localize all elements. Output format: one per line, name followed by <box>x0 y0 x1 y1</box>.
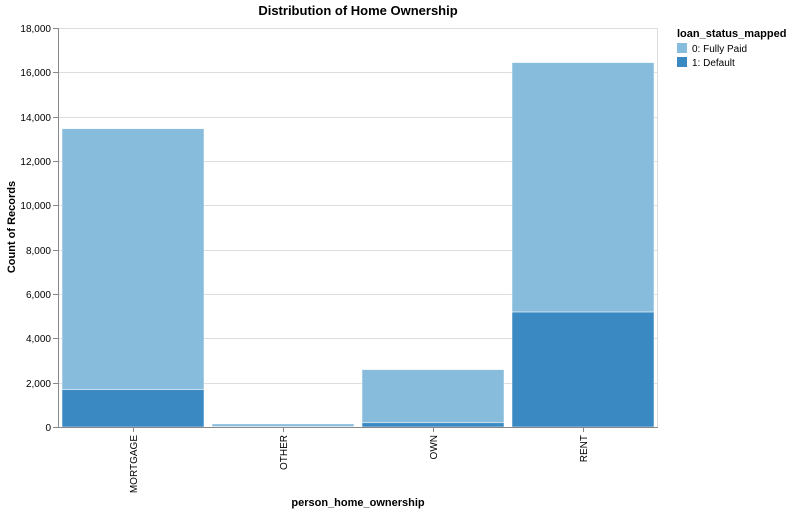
legend-label-fully-paid: 0: Fully Paid <box>692 44 747 55</box>
bar-rent-0-fully-paid <box>511 62 655 313</box>
bars <box>61 62 655 428</box>
bar-mortgage-1-default <box>61 389 205 428</box>
legend-swatch-default <box>677 57 687 67</box>
legend: loan_status_mapped 0: Fully Paid 1: Defa… <box>677 28 786 69</box>
legend-label-default: 1: Default <box>692 58 735 69</box>
bar-rent-1-default <box>511 311 655 428</box>
bar-own-1-default <box>361 422 505 428</box>
y-tick-label: 12,000 <box>20 157 51 168</box>
y-tick-label: 4,000 <box>26 334 51 345</box>
legend-title: loan_status_mapped <box>677 28 786 40</box>
x-tick-label: OWN <box>429 435 440 459</box>
legend-swatch-fully-paid <box>677 43 687 53</box>
bar-mortgage-0-fully-paid <box>61 128 205 391</box>
x-axis-title: person_home_ownership <box>291 497 425 509</box>
bar-own-0-fully-paid <box>361 369 505 424</box>
y-axis-ticks: 0 2,000 4,000 6,000 8,000 10,000 12,000 14,000 1… <box>20 24 58 434</box>
x-tick-label: OTHER <box>279 435 290 470</box>
y-tick-label: 16,000 <box>20 68 51 79</box>
x-tick-label: RENT <box>579 435 590 462</box>
x-tick-label: MORTGAGE <box>129 435 140 493</box>
y-tick-label: 0 <box>45 423 51 434</box>
y-tick-label: 8,000 <box>26 246 51 257</box>
y-axis-title: Count of Records <box>6 181 18 273</box>
y-tick-label: 18,000 <box>20 24 51 35</box>
y-tick-label: 6,000 <box>26 290 51 301</box>
chart-title: Distribution of Home Ownership <box>258 3 457 18</box>
x-axis-ticks: MORTGAGE OTHER OWN RENT <box>129 427 590 493</box>
y-tick-label: 10,000 <box>20 201 51 212</box>
bar-other-0-fully-paid <box>211 423 355 427</box>
y-tick-label: 2,000 <box>26 379 51 390</box>
y-tick-label: 14,000 <box>20 113 51 124</box>
